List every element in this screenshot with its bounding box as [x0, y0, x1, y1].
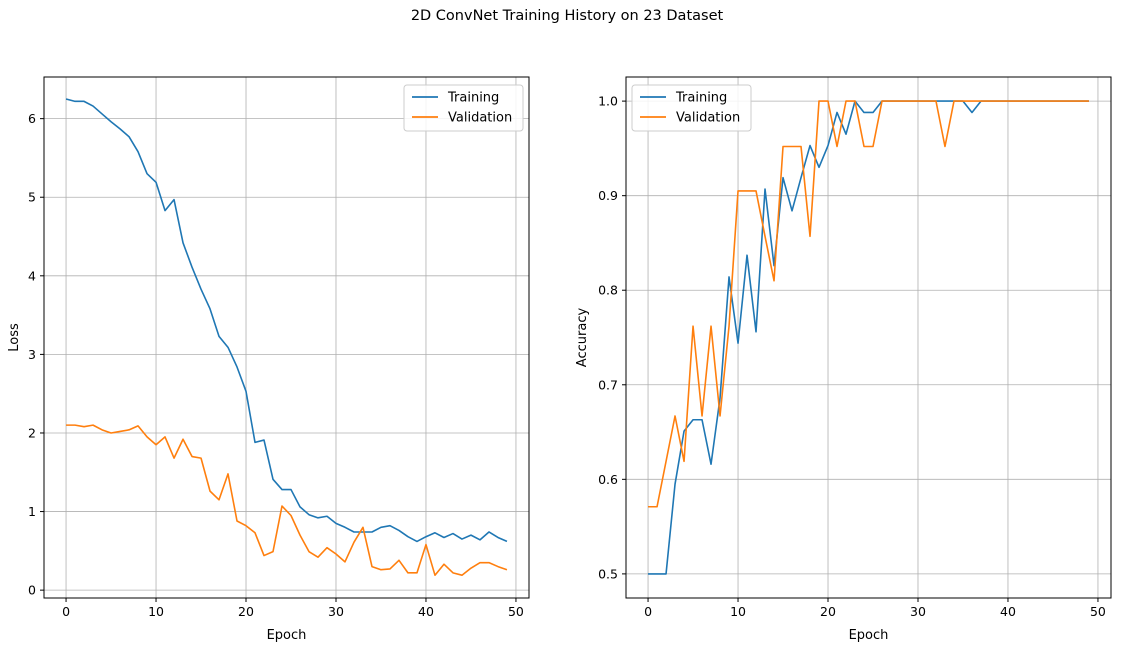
chart-loss: 0 10 20 30 40 50 0 1 2 3 4 5 6 Epoch Loss Training Valid… [7, 76, 530, 643]
x-tick-label: 20 [238, 604, 254, 619]
x-tick-label: 40 [1000, 604, 1016, 619]
y-tick-label: 3 [28, 347, 36, 362]
y-tick-label: 0 [28, 583, 36, 598]
legend: Training Validation [403, 84, 524, 132]
axes-frame [625, 76, 1112, 599]
x-tick-label: 10 [148, 604, 164, 619]
legend-label-validation: Validation [448, 111, 512, 126]
legend-label-validation: Validation [676, 111, 740, 126]
y-tick-label: 0.9 [598, 188, 618, 203]
figure-suptitle: 2D ConvNet Training History on 23 Datase… [410, 8, 724, 24]
series-line-validation [66, 424, 508, 577]
legend-label-training: Training [447, 91, 499, 106]
x-tick-label: 10 [730, 604, 746, 619]
y-tick-label: 1 [28, 504, 36, 519]
legend-label-training: Training [675, 91, 727, 106]
legend: Training Validation [631, 84, 752, 132]
x-axis-label: Epoch [849, 628, 889, 643]
y-tick-label: 4 [28, 268, 36, 283]
y-tick-label: 0.7 [598, 377, 618, 392]
x-tick-label: 20 [820, 604, 836, 619]
x-tick-label: 50 [1090, 604, 1106, 619]
series-line-training [648, 100, 1089, 575]
y-tick-label: 1.0 [598, 94, 618, 109]
axes-frame [43, 76, 530, 599]
y-axis-label: Accuracy [575, 308, 590, 368]
series-line-training [65, 98, 508, 543]
y-tick-label: 0.5 [598, 566, 618, 581]
y-axis-label: Loss [7, 323, 22, 352]
y-tick-label: 5 [28, 190, 36, 205]
x-tick-label: 30 [910, 604, 926, 619]
x-tick-label: 0 [644, 604, 652, 619]
y-tick-label: 0.6 [598, 472, 618, 487]
chart-accuracy: 0 10 20 30 40 50 0.5 0.6 0.7 0.8 0.9 1.0 Epoch Accura… [575, 76, 1112, 643]
x-tick-label: 50 [508, 604, 524, 619]
x-tick-label: 40 [418, 604, 434, 619]
x-tick-label: 0 [62, 604, 70, 619]
y-tick-label: 0.8 [598, 283, 618, 298]
x-tick-label: 30 [328, 604, 344, 619]
y-tick-label: 2 [28, 425, 36, 440]
y-tick-label: 6 [28, 111, 36, 126]
series-line-validation [648, 100, 1089, 508]
x-axis-label: Epoch [267, 628, 307, 643]
